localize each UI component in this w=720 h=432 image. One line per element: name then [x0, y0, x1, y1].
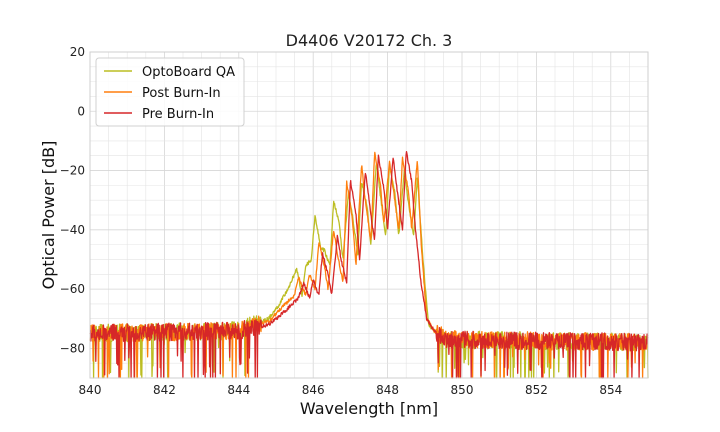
- legend-label-optoboard-qa: OptoBoard QA: [142, 65, 235, 80]
- legend-label-pre-burn-in: Pre Burn-In: [142, 107, 214, 122]
- y-tick-label: 0: [77, 104, 85, 118]
- y-tick-labels: 20 0 −20 −40 −60 −80: [60, 45, 85, 355]
- legend: OptoBoard QA Post Burn-In Pre Burn-In: [95, 57, 245, 127]
- x-tick-label: 842: [153, 383, 176, 397]
- chart-title: D4406 V20172 Ch. 3: [286, 31, 453, 50]
- legend-label-post-burn-in: Post Burn-In: [142, 86, 221, 101]
- y-tick-label: 20: [70, 45, 85, 59]
- series-lines: [89, 150, 649, 379]
- y-tick-label: −40: [60, 223, 85, 237]
- y-tick-label: −80: [60, 341, 85, 355]
- x-tick-label: 850: [451, 383, 474, 397]
- x-tick-label: 854: [599, 383, 622, 397]
- x-tick-label: 846: [302, 383, 325, 397]
- plot-frame: [89, 51, 649, 379]
- y-axis-label: Optical Power [dB]: [39, 141, 58, 290]
- x-axis-label: Wavelength [nm]: [300, 399, 438, 418]
- x-tick-label: 848: [376, 383, 399, 397]
- x-tick-label: 840: [79, 383, 102, 397]
- y-tick-label: −20: [60, 164, 85, 178]
- x-tick-label: 852: [525, 383, 548, 397]
- x-tick-label: 844: [227, 383, 250, 397]
- x-tick-labels: 840 842 844 846 848 850 852 854: [79, 383, 623, 397]
- series-line-pre-burn-in: [89, 150, 649, 379]
- legend-box: [95, 57, 245, 127]
- y-tick-label: −60: [60, 282, 85, 296]
